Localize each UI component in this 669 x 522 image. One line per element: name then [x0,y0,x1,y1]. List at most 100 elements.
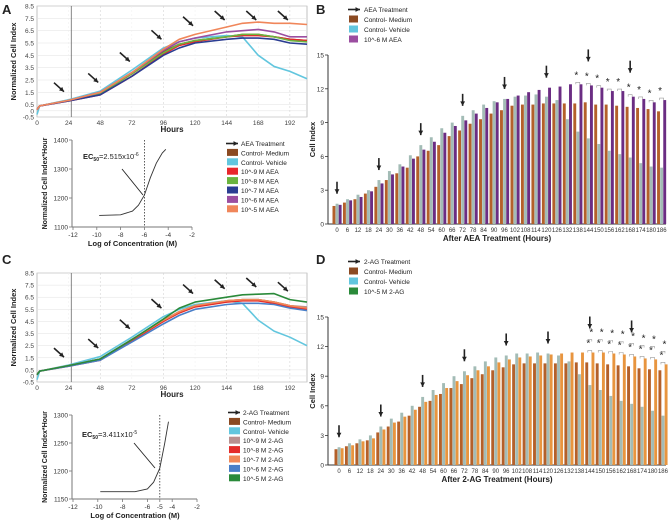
bar-1-36 [400,412,404,465]
treatment-arrow [182,16,194,27]
legend-treatment-label: AEA Treatment [364,7,408,14]
bar-2-84 [485,107,489,224]
x-tick-label: 12 [355,228,362,234]
legend-treatment-arrow-head [233,141,238,146]
x-tick-label: -8 [120,504,126,511]
treatment-arrow-head [334,189,340,194]
x-tick-label: -8 [118,232,124,239]
y-tick-label: 3 [320,433,324,440]
bar-2-12 [361,441,365,465]
x-tick-label: 78 [472,469,479,475]
bar-2-84 [487,366,490,465]
significance-star: * [639,344,643,355]
panel-label-D: D [316,252,325,267]
ec50-label: EC [83,152,94,161]
bar-2-138 [581,352,584,465]
legend-label: 10^-8 M 2-AG [243,448,283,455]
bar-0-36 [397,421,401,465]
x-axis-title: Log of Concentration (M) [90,511,180,520]
x-tick-label: 30 [386,228,393,234]
bar-1-72 [463,371,466,465]
bar-0-84 [480,374,484,465]
legend-label: 10^-7 M AEA [241,188,279,195]
bar-1-12 [358,439,362,465]
treatment-arrow-head [378,412,384,417]
bar-0-114 [533,363,536,465]
bar-2-150 [601,352,605,465]
legend-swatch [229,417,240,425]
bar-2-180 [652,102,656,224]
bar-2-96 [506,98,510,224]
significance-bracket [597,339,603,342]
y-tick-label: 15 [317,53,325,60]
significance-star: * [607,340,611,351]
ec50-value: =3.411x10 [98,430,133,439]
bar-1-156 [607,150,611,224]
treatment-arrow-head [59,352,64,358]
y-tick-label: 2.5 [25,343,34,350]
legend-treatment-arrow [228,410,240,415]
y-tick-label: 6 [320,154,324,161]
panel-label-A: A [2,2,12,17]
x-tick-label: 102 [510,228,521,234]
x-tick-label: -10 [93,504,103,511]
x-tick-label: 162 [616,469,627,475]
significance-star: * [616,77,620,88]
ec50-pointer-line [133,442,156,469]
x-tick-label: 48 [419,469,426,475]
bar-2-126 [560,353,564,465]
series-line-4 [36,37,308,111]
significance-star: * [574,70,578,81]
y-tick-label: -0.5 [23,380,35,387]
y-tick-label: 3.5 [25,65,34,72]
significance-bracket [660,362,666,365]
treatment-arrow [587,316,593,329]
x-tick-label: -12 [68,232,78,239]
bar-0-48 [418,406,421,465]
series-line-1 [36,300,308,380]
bar-0-168 [625,106,629,224]
significance-bracket [639,345,645,348]
legend-swatch [227,177,238,185]
x-tick-label: 18 [367,469,374,475]
legend-swatch [229,474,240,482]
x-tick-label: 132 [562,228,573,234]
bar-0-150 [594,104,598,224]
y-axis-title: Normalized Cell Index*Hour [42,411,49,503]
x-tick-label: 120 [541,228,552,234]
x-tick-label: 162 [615,228,626,234]
treatment-arrow-head [627,68,633,73]
treatment-arrow [420,374,425,387]
treatment-arrow [502,76,507,89]
bar-2-156 [612,353,616,465]
x-tick-label: 72 [461,469,468,475]
treatment-arrow-head [219,15,225,20]
x-tick-label: 48 [97,120,105,127]
significance-star: * [589,328,593,339]
y-tick-label: 2.5 [25,78,34,85]
treatment-arrow [629,320,634,333]
x-tick-label: 144 [221,385,232,392]
treatment-arrow [462,349,467,362]
bar-1-180 [649,166,653,224]
bar-1-78 [471,110,475,224]
legend-swatch [349,267,358,275]
legend-swatch [227,186,238,194]
bar-0-180 [648,369,651,465]
bar-0-66 [449,388,453,465]
significance-star: * [642,333,646,344]
x-tick-label: 48 [417,228,424,234]
bar-1-150 [597,144,601,224]
bar-1-120 [545,96,548,224]
legend-label: Control- Vehicle [243,429,289,436]
x-tick-label: 114 [533,469,543,475]
y-tick-label: 1200 [54,196,69,203]
x-tick-label: 120 [543,469,554,475]
significance-bracket [596,85,602,88]
treatment-arrow-head [93,77,99,83]
x-tick-label: 174 [637,469,648,475]
treatment-arrow-head [282,15,288,20]
x-tick-label: 102 [512,469,523,475]
bar-0-102 [510,105,514,224]
